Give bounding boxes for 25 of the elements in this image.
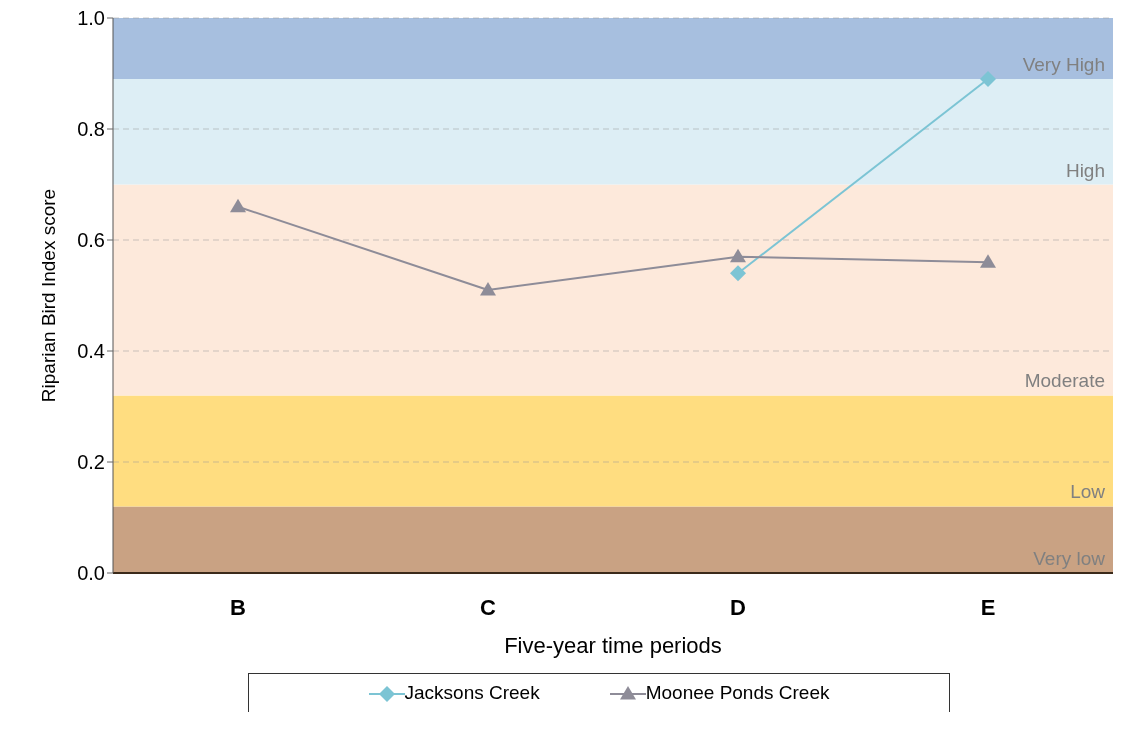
x-axis-title: Five-year time periods bbox=[504, 633, 722, 658]
band-label: Very low bbox=[1033, 548, 1106, 569]
point bbox=[730, 248, 746, 263]
y-tick-label: 0.8 bbox=[77, 118, 105, 141]
point bbox=[230, 198, 246, 213]
legend-label: Moonee Ponds Creek bbox=[644, 682, 830, 704]
y-tick-label: 0.2 bbox=[77, 451, 105, 474]
x-tick-label: D bbox=[730, 594, 746, 620]
x-tick-label: C bbox=[480, 594, 497, 620]
x-tick-label: E bbox=[980, 594, 996, 620]
point bbox=[480, 281, 496, 296]
y-axis-title: Riparian Bird Index score bbox=[37, 188, 59, 403]
y-tick-label: 1.0 bbox=[77, 7, 105, 30]
band-label: Low bbox=[1070, 481, 1106, 503]
band-label: Moderate bbox=[1024, 370, 1105, 392]
band-label: Very High bbox=[1022, 54, 1105, 76]
legend-label: Jacksons Creek bbox=[403, 682, 540, 704]
y-tick-label: 0.4 bbox=[77, 340, 105, 363]
y-tick-label: 0.0 bbox=[77, 562, 105, 585]
x-tick-label: B bbox=[230, 594, 246, 620]
band-label: High bbox=[1065, 159, 1105, 181]
point bbox=[980, 254, 996, 268]
point bbox=[730, 265, 746, 282]
point bbox=[980, 71, 996, 88]
y-tick-label: 0.6 bbox=[77, 229, 105, 252]
